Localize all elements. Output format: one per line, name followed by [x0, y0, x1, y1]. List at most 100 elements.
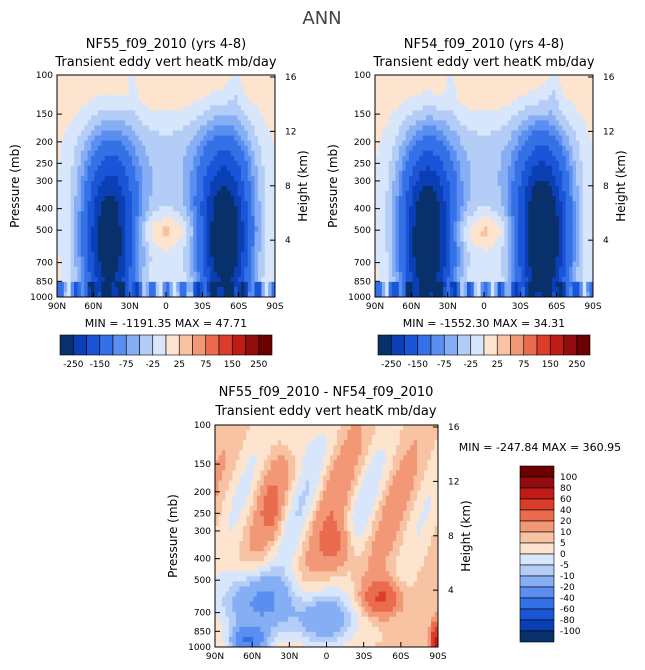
contour-cell [453, 80, 458, 86]
contour-cell [135, 231, 140, 237]
contour-cell [466, 246, 471, 252]
contour-cell [179, 100, 184, 106]
contour-cell [210, 256, 215, 263]
contour-cell [91, 180, 95, 187]
contour-cell [521, 241, 526, 247]
contour-cell [409, 236, 413, 242]
contour-cell [398, 125, 403, 131]
contour-cell [111, 241, 116, 247]
contour-cell [507, 180, 512, 187]
contour-cell [172, 150, 177, 157]
contour-cell [398, 170, 403, 177]
contour-cell [504, 186, 509, 192]
contour-cell [104, 291, 109, 298]
contour-cell [155, 95, 160, 101]
contour-cell [385, 241, 390, 247]
contour-cell [507, 216, 512, 222]
contour-cell [395, 140, 400, 147]
contour-cell [375, 155, 379, 162]
contour-cell [210, 196, 215, 202]
contour-cell [497, 206, 502, 212]
contour-cell [460, 140, 464, 147]
contour-cell [155, 165, 160, 172]
contour-cell [490, 221, 495, 227]
contour-cell [152, 160, 157, 167]
contour-cell [186, 150, 191, 157]
contour-cell [159, 110, 163, 116]
contour-cell [60, 206, 65, 212]
contour-cell [94, 105, 99, 111]
contour-cell [223, 180, 228, 187]
contour-cell [111, 276, 116, 283]
contour-cell [240, 286, 245, 293]
contour-cell [125, 221, 129, 227]
contour-cell [528, 281, 533, 288]
contour-cell [432, 100, 437, 106]
contour-cell [426, 226, 430, 232]
contour-cell [487, 145, 492, 152]
contour-cell [466, 266, 471, 273]
contour-cell [381, 251, 386, 258]
contour-cell [436, 281, 441, 288]
contour-cell [223, 266, 228, 273]
contour-cell [237, 251, 242, 258]
contour-cell [402, 186, 407, 192]
contour-cell [497, 186, 502, 192]
contour-cell [375, 281, 379, 288]
contour-cell [405, 261, 410, 268]
panel-nf55: NF55_f09_2010 (yrs 4-8) Transient eddy v… [8, 37, 310, 370]
contour-cell [251, 211, 255, 217]
contour-cell [490, 150, 495, 157]
contour-cell [446, 100, 451, 106]
contour-cell [159, 75, 163, 81]
contour-cell [94, 271, 99, 278]
contour-cell [135, 95, 140, 101]
contour-cell [91, 256, 95, 263]
contour-cell [524, 150, 529, 157]
contour-cell [271, 266, 276, 273]
contour-cell [114, 180, 119, 187]
contour-cell [477, 80, 481, 86]
contour-cell [449, 125, 454, 131]
contour-cell [240, 221, 245, 227]
contour-cell [80, 221, 85, 227]
contour-cell [63, 140, 68, 147]
contour-cell [97, 170, 102, 177]
contour-cell [128, 150, 133, 157]
contour-cell [200, 281, 204, 288]
contour-cell [439, 135, 444, 141]
contour-cell [426, 130, 430, 136]
contour-cell [375, 186, 379, 192]
contour-cell [395, 120, 400, 126]
contour-cell [183, 271, 187, 278]
contour-cell [87, 231, 92, 237]
contour-cell [511, 165, 516, 172]
contour-cell [159, 196, 163, 202]
contour-cell [432, 135, 437, 141]
contour-cell [409, 271, 413, 278]
contour-cell [511, 115, 516, 121]
contour-cell [247, 286, 252, 293]
contour-cell [419, 75, 424, 81]
contour-cell [484, 105, 488, 111]
contour-cell [443, 291, 447, 298]
contour-cell [237, 80, 242, 86]
contour-cell [487, 246, 492, 252]
contour-cell [531, 276, 536, 283]
contour-cell [254, 226, 259, 232]
contour-cell [251, 135, 255, 141]
contour-cell [203, 286, 208, 293]
contour-cell [466, 281, 471, 288]
contour-cell [456, 170, 461, 177]
contour-cell [449, 191, 454, 197]
contour-cell [125, 170, 129, 177]
contour-cell [200, 170, 204, 177]
contour-cell [104, 186, 109, 192]
contour-cell [271, 246, 276, 252]
contour-cell [463, 266, 468, 273]
contour-cell [254, 291, 259, 298]
contour-cell [230, 105, 235, 111]
contour-cell [145, 135, 150, 141]
contour-cell [436, 160, 441, 167]
contour-cell [470, 145, 475, 152]
